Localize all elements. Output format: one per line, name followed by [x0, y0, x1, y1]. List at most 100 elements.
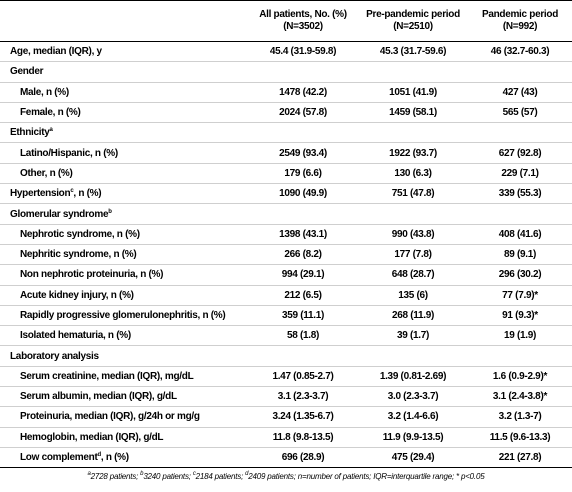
header-blank: [0, 0, 248, 42]
value-cell: 46 (32.7-60.3): [468, 41, 572, 63]
value-cell: 3.1 (2.4-3.8)*: [468, 386, 572, 408]
value: 296 (30.2): [498, 269, 542, 281]
label-suffix: , n (%): [100, 452, 129, 464]
value-cell: 1.39 (0.81-2.69): [358, 366, 468, 388]
empty-cell: [358, 122, 468, 144]
value-cell: 45.4 (31.9-59.8): [248, 41, 358, 63]
row-label: Hypertensionc, n (%): [0, 183, 248, 205]
column-title: Pandemic period: [481, 9, 559, 20]
footnote-mark: b: [140, 471, 144, 477]
label-text: Non nephrotic proteinuria, n (%): [20, 269, 164, 281]
label-text: Age, median (IQR), y: [10, 46, 102, 58]
value: 339 (55.3): [498, 188, 542, 200]
value: 1.39 (0.81-2.69): [379, 370, 447, 382]
value: 39 (1.7): [396, 330, 430, 342]
value-cell: 268 (11.9): [358, 305, 468, 327]
footnote-mark: c: [192, 471, 196, 477]
label-text: Latino/Hispanic, n (%): [20, 147, 118, 159]
value: 3.2 (1.3-7): [498, 411, 542, 423]
value: 408 (41.6): [498, 228, 542, 240]
value: 11.5 (9.6-13.3): [489, 431, 551, 443]
table-row: Hypertensionc, n (%) 1090 (49.9) 751 (47.8…: [0, 183, 572, 205]
column-subtitle: (N=2510): [393, 21, 433, 32]
value: 648 (28.7): [391, 269, 435, 281]
table-row: Latino/Hispanic, n (%) 2549 (93.4) 1922 (9…: [0, 142, 572, 164]
value-cell: 89 (9.1): [468, 244, 572, 266]
value-cell: 994 (29.1): [248, 264, 358, 286]
value-cell: 135 (6): [358, 285, 468, 306]
label-text: Proteinuria, median (IQR), g/24h or mg/g: [20, 411, 200, 423]
label-footnote-mark: a: [49, 127, 53, 134]
value: 1478 (42.2): [279, 86, 327, 98]
value: 212 (6.5): [284, 289, 322, 301]
value: 46 (32.7-60.3): [490, 46, 550, 58]
label-text: Laboratory analysis: [10, 350, 99, 362]
table-row: Laboratory analysis: [0, 345, 572, 367]
value-cell: 296 (30.2): [468, 264, 572, 286]
row-label: Proteinuria, median (IQR), g/24h or mg/g: [0, 406, 248, 428]
value: 1.6 (0.9-2.9)*: [492, 370, 548, 382]
row-label: Ethnicitya: [0, 122, 248, 144]
table-row: Serum creatinine, median (IQR), mg/dL 1.4…: [0, 366, 572, 388]
footnote: a2728 patients; b3240 patients; c2184 pa…: [0, 471, 572, 481]
value: 221 (27.8): [498, 452, 542, 464]
value: 268 (11.9): [391, 310, 435, 321]
value-cell: 408 (41.6): [468, 224, 572, 245]
value: 11.9 (9.9-13.5): [382, 431, 444, 443]
row-label: Laboratory analysis: [0, 345, 248, 367]
empty-cell: [468, 122, 572, 144]
value-cell: 1051 (41.9): [358, 82, 468, 103]
footnote-text: 3240 patients;: [143, 472, 193, 481]
row-label: Serum albumin, median (IQR), g/dL: [0, 386, 248, 408]
value-cell: 179 (6.6): [248, 163, 358, 185]
value: 179 (6.6): [284, 167, 322, 179]
table-row: Rapidly progressive glomerulonephritis, …: [0, 305, 572, 327]
footnote-text: 2409 patients;: [248, 472, 298, 481]
empty-cell: [248, 61, 358, 83]
label-footnote-mark: d: [97, 452, 101, 459]
footnote-text: 2184 patients;: [195, 472, 246, 481]
label-text: Glomerular syndrome: [10, 208, 109, 220]
table-row: Glomerular syndromeb: [0, 203, 572, 225]
value-cell: 130 (6.3): [358, 163, 468, 185]
value-cell: 1478 (42.2): [248, 82, 358, 103]
row-label: Isolated hematuria, n (%): [0, 325, 248, 347]
value-cell: 77 (7.9)*: [468, 285, 572, 306]
label-text: Other, n (%): [20, 167, 73, 179]
footnote-mark: a: [87, 471, 91, 477]
value-cell: 359 (11.1): [248, 305, 358, 327]
value: 1.47 (0.85-2.7): [272, 370, 334, 382]
row-label: Gender: [0, 61, 248, 83]
value-cell: 751 (47.8): [358, 183, 468, 205]
value: 3.1 (2.4-3.8)*: [492, 391, 548, 403]
data-table: All patients, No. (%) (N=3502) Pre-pandemi…: [0, 0, 572, 469]
empty-cell: [358, 61, 468, 83]
value: 990 (43.8): [391, 228, 435, 240]
row-label: Serum creatinine, median (IQR), mg/dL: [0, 366, 248, 388]
value: 1922 (93.7): [389, 147, 437, 159]
value-cell: 58 (1.8): [248, 325, 358, 347]
table-row: Male, n (%) 1478 (42.2) 1051 (41.9) 427 (43…: [0, 82, 572, 103]
row-label: Nephritic syndrome, n (%): [0, 244, 248, 266]
label-text: Acute kidney injury, n (%): [20, 289, 134, 301]
value-cell: 565 (57): [468, 102, 572, 124]
value: 135 (6): [398, 289, 428, 301]
footnote-text: n=number of patients; IQR=interquartile …: [297, 472, 485, 481]
empty-cell: [248, 122, 358, 144]
label-text: Hemoglobin, median (IQR), g/dL: [20, 431, 164, 443]
footnote-text: 2728 patients;: [90, 472, 141, 481]
value-cell: 3.2 (1.3-7): [468, 406, 572, 428]
column-title: All patients, No. (%): [259, 9, 347, 20]
value-cell: 1090 (49.9): [248, 183, 358, 205]
value: 2024 (57.8): [279, 107, 327, 119]
value: 2549 (93.4): [279, 147, 327, 159]
value-cell: 11.5 (9.6-13.3): [468, 427, 572, 448]
table-row: Nephritic syndrome, n (%) 266 (8.2) 177 (7…: [0, 244, 572, 266]
row-label: Low complementd, n (%): [0, 447, 248, 469]
value-cell: 1.6 (0.9-2.9)*: [468, 366, 572, 388]
table-row: Isolated hematuria, n (%) 58 (1.8) 39 (1.7…: [0, 325, 572, 347]
label-footnote-mark: c: [70, 188, 74, 195]
value: 130 (6.3): [394, 167, 432, 179]
value: 77 (7.9)*: [502, 289, 538, 301]
value: 994 (29.1): [281, 269, 325, 281]
